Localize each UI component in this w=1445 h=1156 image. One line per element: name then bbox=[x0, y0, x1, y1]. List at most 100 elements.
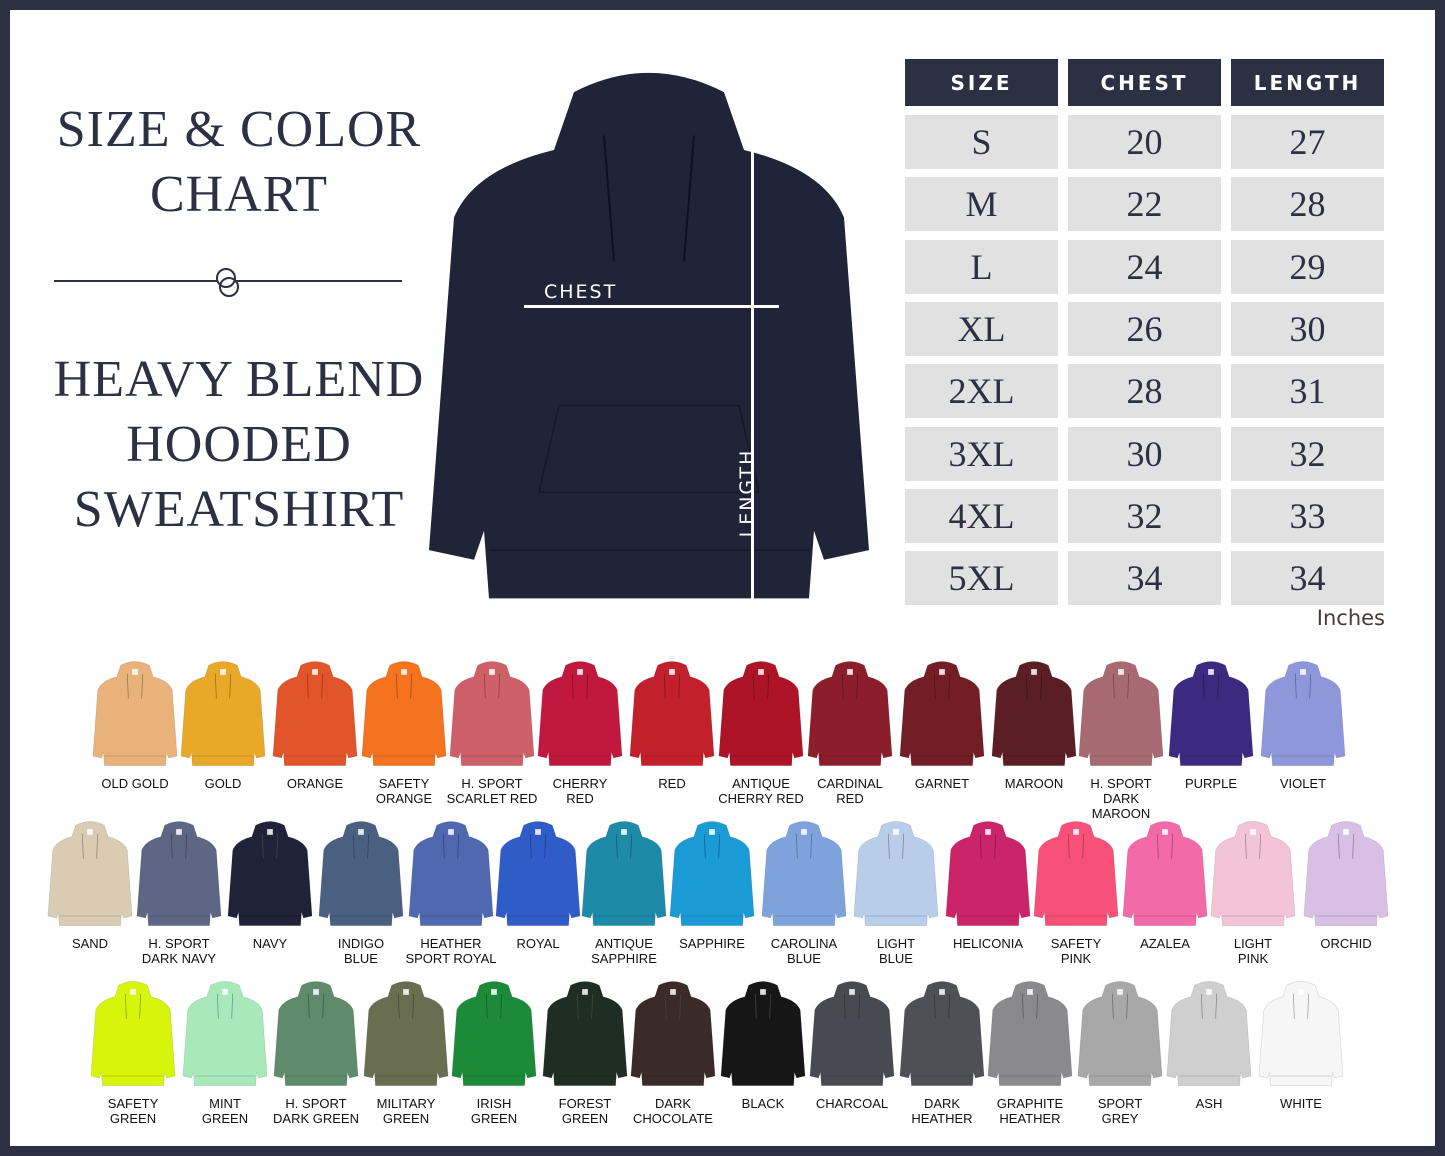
table-cell: 28 bbox=[1068, 364, 1221, 419]
color-swatch: ORANGE bbox=[267, 658, 363, 791]
table-cell: 33 bbox=[1231, 488, 1384, 543]
table-cell: M bbox=[905, 177, 1058, 232]
hoodie-icon bbox=[408, 820, 494, 927]
color-name: H. SPORT SCARLET RED bbox=[446, 776, 538, 806]
color-name: INDIGO BLUE bbox=[337, 936, 385, 966]
length-label: LENGTH bbox=[736, 448, 758, 538]
color-name: SAND bbox=[71, 936, 109, 951]
color-swatch: VIOLET bbox=[1255, 658, 1351, 791]
table-cell: 32 bbox=[1231, 426, 1384, 481]
hoodie-icon bbox=[180, 660, 266, 767]
color-swatch: LIGHT PINK bbox=[1205, 818, 1301, 966]
hoodie-icon bbox=[227, 820, 313, 927]
color-name: PURPLE bbox=[1184, 776, 1238, 791]
hoodie-icon bbox=[987, 980, 1073, 1087]
table-cell: 24 bbox=[1068, 239, 1221, 294]
color-swatch: SAFETY PINK bbox=[1028, 818, 1124, 966]
length-measure-line bbox=[751, 147, 754, 604]
color-swatch: GARNET bbox=[894, 658, 990, 791]
hoodie-icon bbox=[363, 980, 449, 1087]
hoodie-icon bbox=[853, 820, 939, 927]
size-color-chart: SIZE & COLOR CHART HEAVY BLEND HOODED SW… bbox=[10, 10, 1435, 1146]
color-swatch: RED bbox=[624, 658, 720, 791]
color-name: MILITARY GREEN bbox=[376, 1096, 436, 1126]
table-cell: 5XL bbox=[905, 551, 1058, 606]
color-name: H. SPORT DARK GREEN bbox=[273, 1096, 359, 1126]
color-swatch: H. SPORT DARK NAVY bbox=[131, 818, 227, 966]
color-name: ASH bbox=[1195, 1096, 1223, 1111]
color-swatch: ROYAL bbox=[490, 818, 586, 951]
color-name: NAVY bbox=[252, 936, 288, 951]
chest-label: CHEST bbox=[544, 281, 618, 303]
table-cell: 31 bbox=[1231, 364, 1384, 419]
ornament-icon bbox=[216, 268, 239, 297]
color-name: ORANGE bbox=[286, 776, 344, 791]
hoodie-icon bbox=[581, 820, 667, 927]
hoodie-icon bbox=[542, 980, 628, 1087]
color-swatch: SAPPHIRE bbox=[664, 818, 760, 951]
hoodie-icon bbox=[1033, 820, 1119, 927]
hoodie-icon bbox=[1258, 980, 1344, 1087]
hoodie-icon bbox=[318, 820, 404, 927]
hoodie-icon bbox=[991, 660, 1077, 767]
hoodie-icon bbox=[1210, 820, 1296, 927]
table-cell: 2XL bbox=[905, 364, 1058, 419]
color-swatch: SAFETY GREEN bbox=[85, 978, 181, 1126]
hoodie-icon bbox=[761, 820, 847, 927]
hoodie-icon bbox=[1077, 980, 1163, 1087]
table-cell: 3XL bbox=[905, 426, 1058, 481]
hoodie-icon bbox=[361, 660, 447, 767]
color-name: SAFETY ORANGE bbox=[375, 776, 433, 806]
hoodie-icon bbox=[136, 820, 222, 927]
color-swatch: MINT GREEN bbox=[177, 978, 273, 1126]
hoodie-icon bbox=[273, 980, 359, 1087]
color-name: CHERRY RED bbox=[552, 776, 608, 806]
hoodie-icon bbox=[537, 660, 623, 767]
color-name: MINT GREEN bbox=[201, 1096, 249, 1126]
color-swatch: HELICONIA bbox=[940, 818, 1036, 951]
color-swatch: DARK HEATHER bbox=[894, 978, 990, 1126]
hoodie-icon bbox=[807, 660, 893, 767]
color-swatch: H. SPORT DARK GREEN bbox=[268, 978, 364, 1126]
color-swatch: H. SPORT SCARLET RED bbox=[444, 658, 540, 806]
color-name: AZALEA bbox=[1140, 936, 1190, 951]
hoodie-icon bbox=[720, 980, 806, 1087]
color-name: DARK CHOCOLATE bbox=[633, 1096, 713, 1126]
color-name: ANTIQUE CHERRY RED bbox=[718, 776, 804, 806]
color-name: GARNET bbox=[914, 776, 970, 791]
color-name: MAROON bbox=[1004, 776, 1064, 791]
hoodie-icon bbox=[1260, 660, 1346, 767]
color-swatch: ANTIQUE CHERRY RED bbox=[713, 658, 809, 806]
hoodie-icon bbox=[1078, 660, 1164, 767]
color-name: H. SPORT DARK NAVY bbox=[141, 936, 217, 966]
color-name: GOLD bbox=[204, 776, 242, 791]
color-swatch: PURPLE bbox=[1163, 658, 1259, 791]
table-cell: 20 bbox=[1068, 115, 1221, 169]
chart-title-line2: CHART bbox=[149, 166, 329, 223]
hoodie-icon bbox=[945, 820, 1031, 927]
table-header-size: SIZE bbox=[905, 59, 1058, 106]
color-name: LIGHT BLUE bbox=[876, 936, 916, 966]
color-name: HELICONIA bbox=[952, 936, 1024, 951]
hoodie-icon bbox=[1166, 980, 1252, 1087]
hoodie-icon bbox=[92, 660, 178, 767]
color-name: SAFETY GREEN bbox=[107, 1096, 159, 1126]
color-swatch: CHARCOAL bbox=[804, 978, 900, 1111]
product-name-line1: HEAVY BLEND bbox=[53, 351, 425, 408]
color-swatch: SPORT GREY bbox=[1072, 978, 1168, 1126]
color-swatch: CAROLINA BLUE bbox=[756, 818, 852, 966]
color-swatch: MAROON bbox=[986, 658, 1082, 791]
color-name: SAPPHIRE bbox=[679, 936, 745, 951]
table-cell: 4XL bbox=[905, 488, 1058, 543]
table-cell: 30 bbox=[1068, 426, 1221, 481]
color-name: ORCHID bbox=[1320, 936, 1372, 951]
table-cell: S bbox=[905, 115, 1058, 169]
table-cell: XL bbox=[905, 301, 1058, 356]
hoodie-icon bbox=[1122, 820, 1208, 927]
color-swatch: ASH bbox=[1161, 978, 1257, 1111]
color-swatch: SAFETY ORANGE bbox=[356, 658, 452, 806]
chest-measure-line bbox=[524, 305, 779, 308]
color-swatch: LIGHT BLUE bbox=[848, 818, 944, 966]
color-name: CARDINAL RED bbox=[817, 776, 883, 806]
hoodie-icon bbox=[669, 820, 755, 927]
